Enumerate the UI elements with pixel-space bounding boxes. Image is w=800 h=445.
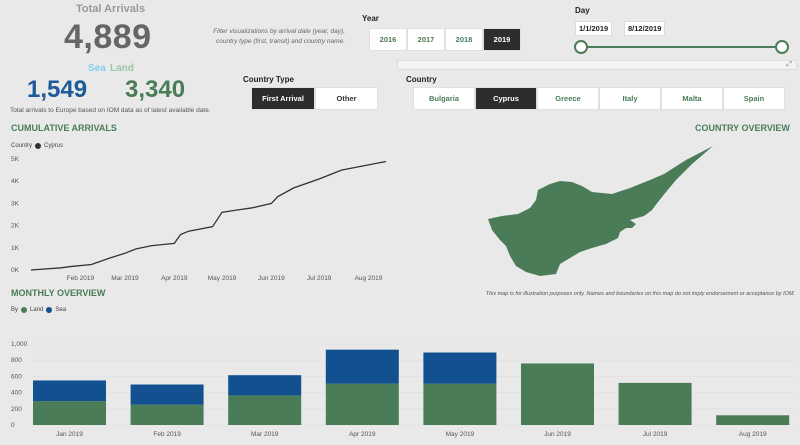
monthly-bar-land xyxy=(228,395,302,425)
cumulative-legend-label: Country xyxy=(11,143,33,149)
monthly-x-tick: Mar 2019 xyxy=(251,431,279,438)
monthly-bar-land xyxy=(716,415,790,425)
country-button-bulgaria[interactable]: Bulgaria xyxy=(413,87,475,110)
expand-icon[interactable]: ⤢ xyxy=(786,61,792,68)
day-slider-track[interactable] xyxy=(580,46,785,48)
cumulative-legend-dot xyxy=(35,143,42,149)
kpi-title: Total Arrivals xyxy=(76,3,146,15)
monthly-overview-title: MONTHLY OVERVIEW xyxy=(11,288,106,298)
cumulative-y-tick: 3K xyxy=(11,200,20,207)
monthly-overview-chart: 0 200 400 600 800 1,000 Jan 2019 Feb 2019 Mar 20… xyxy=(11,341,795,438)
year-filter-label: Year xyxy=(362,14,379,23)
monthly-bar-land xyxy=(130,404,204,425)
monthly-x-tick: May 2019 xyxy=(446,431,475,438)
monthly-x-tick: Jan 2019 xyxy=(56,431,83,438)
country-type-filter: First Arrival Other xyxy=(251,87,378,110)
year-button-2019[interactable]: 2019 xyxy=(483,28,521,51)
land-legend-dot xyxy=(21,307,28,313)
cumulative-y-tick: 2K xyxy=(11,223,20,230)
monthly-bar-sea xyxy=(130,384,204,405)
day-end-input[interactable]: 8/12/2019 xyxy=(624,21,666,36)
cumulative-x-tick: Apr 2019 xyxy=(161,275,188,282)
kpi-note: Total arrivals to Europe based on IOM da… xyxy=(10,107,211,114)
cumulative-x-tick: May 2019 xyxy=(208,275,237,282)
cumulative-series-line-cyprus xyxy=(30,160,387,271)
cumulative-x-tick: Jul 2019 xyxy=(307,275,332,282)
monthly-x-tick: Jun 2019 xyxy=(544,431,571,438)
monthly-bar-land xyxy=(521,363,594,425)
sea-legend-dot xyxy=(46,307,53,313)
year-button-2017[interactable]: 2017 xyxy=(407,28,445,51)
monthly-x-tick: Aug 2019 xyxy=(739,431,767,438)
cumulative-y-tick: 4K xyxy=(11,178,20,185)
year-button-2018[interactable]: 2018 xyxy=(445,28,483,51)
monthly-y-tick: 0 xyxy=(11,422,15,429)
land-label: Land xyxy=(110,63,134,74)
country-type-first-arrival-button[interactable]: First Arrival xyxy=(251,87,315,110)
cumulative-x-tick: Feb 2019 xyxy=(67,275,95,282)
cumulative-x-tick: Mar 2019 xyxy=(111,275,139,282)
day-start-input[interactable]: 1/1/2019 xyxy=(575,21,613,36)
cumulative-y-tick: 5K xyxy=(11,156,20,163)
monthly-x-tick: Jul 2019 xyxy=(643,431,668,438)
monthly-bar-land xyxy=(423,383,497,425)
monthly-legend: By Land Sea xyxy=(11,307,66,313)
cumulative-arrivals-title: CUMULATIVE ARRIVALS xyxy=(11,123,117,133)
filter-note: Filter visualizations by arrival date (y… xyxy=(213,28,345,45)
country-button-cyprus[interactable]: Cyprus xyxy=(475,87,537,110)
monthly-bar-land xyxy=(325,383,399,425)
kpi-land-arrivals: 3,340 xyxy=(125,76,186,103)
day-slider-end-handle[interactable] xyxy=(775,40,789,54)
monthly-bar-sea xyxy=(33,380,106,402)
land-legend-text: Land xyxy=(30,307,44,313)
monthly-y-tick: 800 xyxy=(11,357,22,364)
cumulative-arrivals-chart: 0K 1K 2K 3K 4K 5K Feb 2019 Mar 2019 Apr 2019 May … xyxy=(11,156,387,282)
country-overview-title: COUNTRY OVERVIEW xyxy=(695,123,790,133)
country-filter-label: Country xyxy=(406,75,437,84)
sea-legend-text: Sea xyxy=(55,307,67,313)
cumulative-legend: Country Cyprus xyxy=(11,143,63,149)
cumulative-legend-series: Cyprus xyxy=(44,143,64,149)
monthly-bar-sea xyxy=(423,352,497,384)
cyprus-map xyxy=(488,146,713,276)
monthly-bar-land xyxy=(618,382,692,425)
cumulative-x-tick: Jun 2019 xyxy=(258,275,285,282)
kpi-total-arrivals: 4,889 xyxy=(64,18,152,56)
cumulative-x-tick: Aug 2019 xyxy=(355,275,383,282)
monthly-bar-sea xyxy=(228,375,302,396)
monthly-x-tick: Apr 2019 xyxy=(349,431,376,438)
kpi-sea-arrivals: 1,549 xyxy=(27,76,88,103)
cumulative-y-tick: 1K xyxy=(11,245,20,252)
country-button-italy[interactable]: Italy xyxy=(599,87,661,110)
monthly-y-tick: 400 xyxy=(11,390,22,397)
monthly-y-tick: 600 xyxy=(11,373,22,380)
day-slider-start-handle[interactable] xyxy=(574,40,588,54)
cyprus-shape xyxy=(488,146,713,276)
country-filter: Bulgaria Cyprus Greece Italy Malta Spain xyxy=(413,87,785,110)
country-button-spain[interactable]: Spain xyxy=(723,87,785,110)
monthly-bar-sea xyxy=(325,349,399,384)
country-button-malta[interactable]: Malta xyxy=(661,87,723,110)
year-filter: 2016 2017 2018 2019 xyxy=(369,28,521,51)
day-filter-label: Day xyxy=(575,6,590,15)
monthly-x-tick: Feb 2019 xyxy=(153,431,181,438)
monthly-y-tick: 1,000 xyxy=(11,341,28,348)
filter-expand-bar: ⤢ xyxy=(397,60,797,70)
monthly-legend-label: By xyxy=(11,307,19,313)
country-button-greece[interactable]: Greece xyxy=(537,87,599,110)
map-disclaimer: This map is for illustration purposes on… xyxy=(485,291,795,297)
year-button-2016[interactable]: 2016 xyxy=(369,28,407,51)
country-type-filter-label: Country Type xyxy=(243,75,294,84)
cumulative-y-tick: 0K xyxy=(11,267,20,274)
country-type-other-button[interactable]: Other xyxy=(315,87,378,110)
sea-label: Sea xyxy=(88,63,106,74)
monthly-bar-land xyxy=(33,401,106,425)
monthly-y-tick: 200 xyxy=(11,406,22,413)
